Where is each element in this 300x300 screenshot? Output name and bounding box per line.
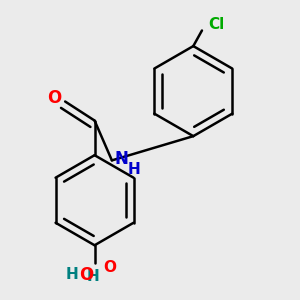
Text: O: O [104,260,117,275]
Text: H: H [66,267,78,282]
Text: N: N [115,150,128,168]
Text: Cl: Cl [208,17,224,32]
Text: H: H [86,269,99,284]
Text: H: H [128,162,141,177]
Text: O: O [48,89,62,107]
Text: O: O [79,266,93,284]
